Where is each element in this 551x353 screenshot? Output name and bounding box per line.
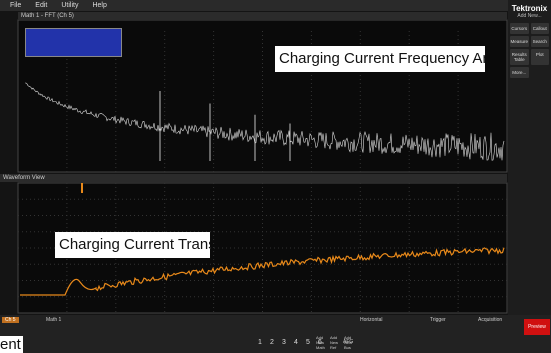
bottom-bar: Ch 5 Math 1 Horizontal Trigger Acquisiti… <box>0 315 551 353</box>
horizontal[interactable]: Horizontal <box>360 317 383 323</box>
add-button[interactable]: Add New Ref <box>330 335 342 350</box>
channel-button[interactable]: 3 <box>282 339 286 346</box>
waveform-label: Charging Current Transie <box>55 232 210 258</box>
brand: Tektronix <box>508 4 551 13</box>
channel-badge[interactable]: Ch 5 <box>2 317 19 323</box>
fft-label: Charging Current Frequency Analy <box>275 46 485 72</box>
channel-button[interactable]: 1 <box>258 339 262 346</box>
trigger[interactable]: Trigger <box>430 317 446 323</box>
fft-title: Math 1 - FFT (Ch 5) <box>18 12 507 20</box>
menu-item[interactable]: Help <box>92 0 106 11</box>
channel-button[interactable]: 2 <box>270 339 274 346</box>
caption-fragment: ent <box>0 336 23 353</box>
sidebar-button[interactable]: Cursors <box>510 23 529 34</box>
menu-item[interactable]: Utility <box>61 0 78 11</box>
sidebar-button[interactable]: More... <box>510 67 529 78</box>
waveform-title: Waveform View <box>0 174 507 182</box>
acquisition[interactable]: Acquisition <box>478 317 502 323</box>
sidebar-button[interactable]: Search <box>531 36 550 47</box>
sidebar-button[interactable]: Plot <box>531 49 550 65</box>
add-button[interactable]: Add New Math <box>316 335 328 350</box>
sidebar-button[interactable]: Callout <box>531 23 550 34</box>
menu-bar: File Edit Utility Help <box>0 0 508 11</box>
sidebar-button[interactable]: Results Table <box>510 49 529 65</box>
menu-item[interactable]: Edit <box>35 0 47 11</box>
fft-thumbnail <box>25 28 122 57</box>
channel-button[interactable]: 4 <box>294 339 298 346</box>
menu-item[interactable]: File <box>10 0 21 11</box>
oscilloscope-screen: FileEditUtilityHelp Math 1 - FFT (Ch 5) … <box>0 0 551 353</box>
math-badge[interactable]: Math 1 <box>46 317 61 323</box>
channel-button[interactable]: 5 <box>306 339 310 346</box>
preview-button[interactable]: Preview <box>524 319 550 335</box>
sidebar-button[interactable]: Measure <box>510 36 529 47</box>
add-button[interactable]: Add New Bus <box>344 335 356 350</box>
